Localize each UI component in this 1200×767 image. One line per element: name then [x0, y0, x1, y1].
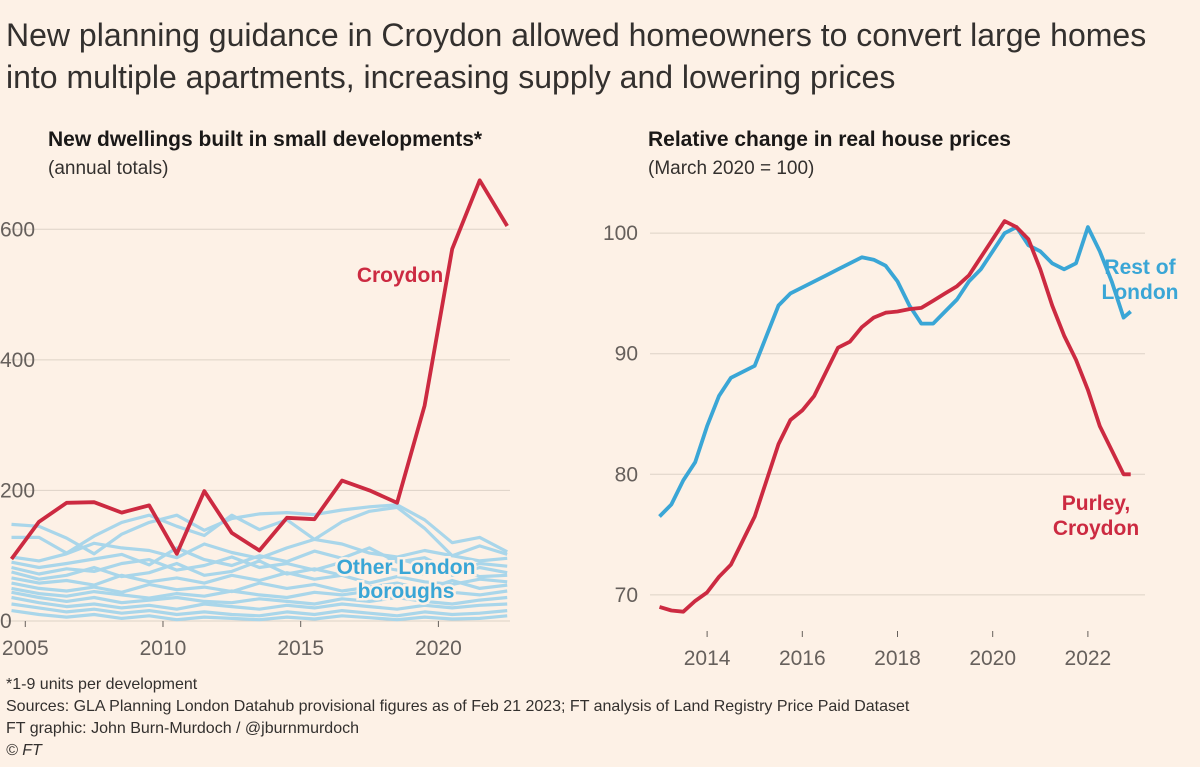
x-tick-label: 2010	[140, 637, 187, 660]
y-tick-label: 70	[615, 584, 638, 607]
y-tick-label: 100	[603, 222, 638, 245]
x-tick-label: 2022	[1065, 647, 1112, 670]
series-line-other-borough	[11, 586, 508, 600]
other-boroughs-label: boroughs	[358, 580, 455, 603]
series-line-other-borough	[11, 503, 508, 556]
dwellings-chart: 0 200 400 600 2005 2010 2015 2020 Croydon Other L…	[0, 178, 510, 660]
series-line-other-borough	[11, 578, 508, 594]
headline: New planning guidance in Croydon allowed…	[6, 17, 1147, 95]
y-tick-label: 200	[0, 479, 35, 502]
x-tick-label: 2020	[969, 647, 1016, 670]
left-chart-subtitle: (annual totals)	[48, 158, 169, 179]
left-chart-title: New dwellings built in small development…	[48, 128, 483, 151]
y-tick-label: 80	[615, 463, 638, 486]
x-tick-label: 2018	[874, 647, 921, 670]
purley-croydon-label: Croydon	[1053, 517, 1139, 540]
right-chart-title: Relative change in real house prices	[648, 128, 1011, 151]
right-chart-subtitle: (March 2020 = 100)	[648, 158, 815, 179]
series-line-croydon	[9, 178, 509, 561]
series-line-other-borough	[11, 595, 508, 611]
other-boroughs-label: Other London	[337, 556, 476, 579]
footnote: *1-9 units per development	[6, 676, 198, 693]
y-tick-label: 90	[615, 343, 638, 366]
x-tick-label: 2016	[779, 647, 826, 670]
series-line-other-borough	[11, 609, 508, 622]
x-tick-label: 2015	[277, 637, 324, 660]
x-tick-label: 2014	[684, 647, 731, 670]
series-line-purley-croydon	[658, 219, 1131, 614]
croydon-label: Croydon	[357, 264, 443, 287]
house-prices-chart: 70 80 90 100 2014 2016 2018 2020 2022 Rest ofLond…	[603, 219, 1179, 670]
purley-croydon-label: Purley,	[1062, 492, 1130, 515]
y-tick-label: 400	[0, 349, 35, 372]
series-line-other-borough	[11, 537, 508, 563]
rest-of-london-label: London	[1102, 281, 1179, 304]
sources: Sources: GLA Planning London Datahub pro…	[6, 698, 910, 715]
x-tick-label: 2020	[415, 637, 462, 660]
y-tick-label: 600	[0, 218, 35, 241]
credit: FT graphic: John Burn-Murdoch / @jburnmu…	[6, 720, 359, 737]
series-line-other-borough	[11, 555, 508, 577]
series-line-rest-of-london	[658, 225, 1132, 518]
series-line-other-borough	[11, 571, 508, 587]
series-line-other-borough	[11, 505, 508, 558]
series-line-other-borough	[11, 590, 508, 606]
y-tick-label: 0	[0, 610, 12, 633]
series-line-other-borough	[11, 602, 508, 618]
series-line-other-borough	[11, 546, 508, 573]
rest-of-london-label: Rest of	[1104, 256, 1176, 279]
copyright: © FT	[6, 742, 42, 759]
x-tick-label: 2005	[2, 637, 49, 660]
series-line-other-borough	[11, 559, 508, 581]
